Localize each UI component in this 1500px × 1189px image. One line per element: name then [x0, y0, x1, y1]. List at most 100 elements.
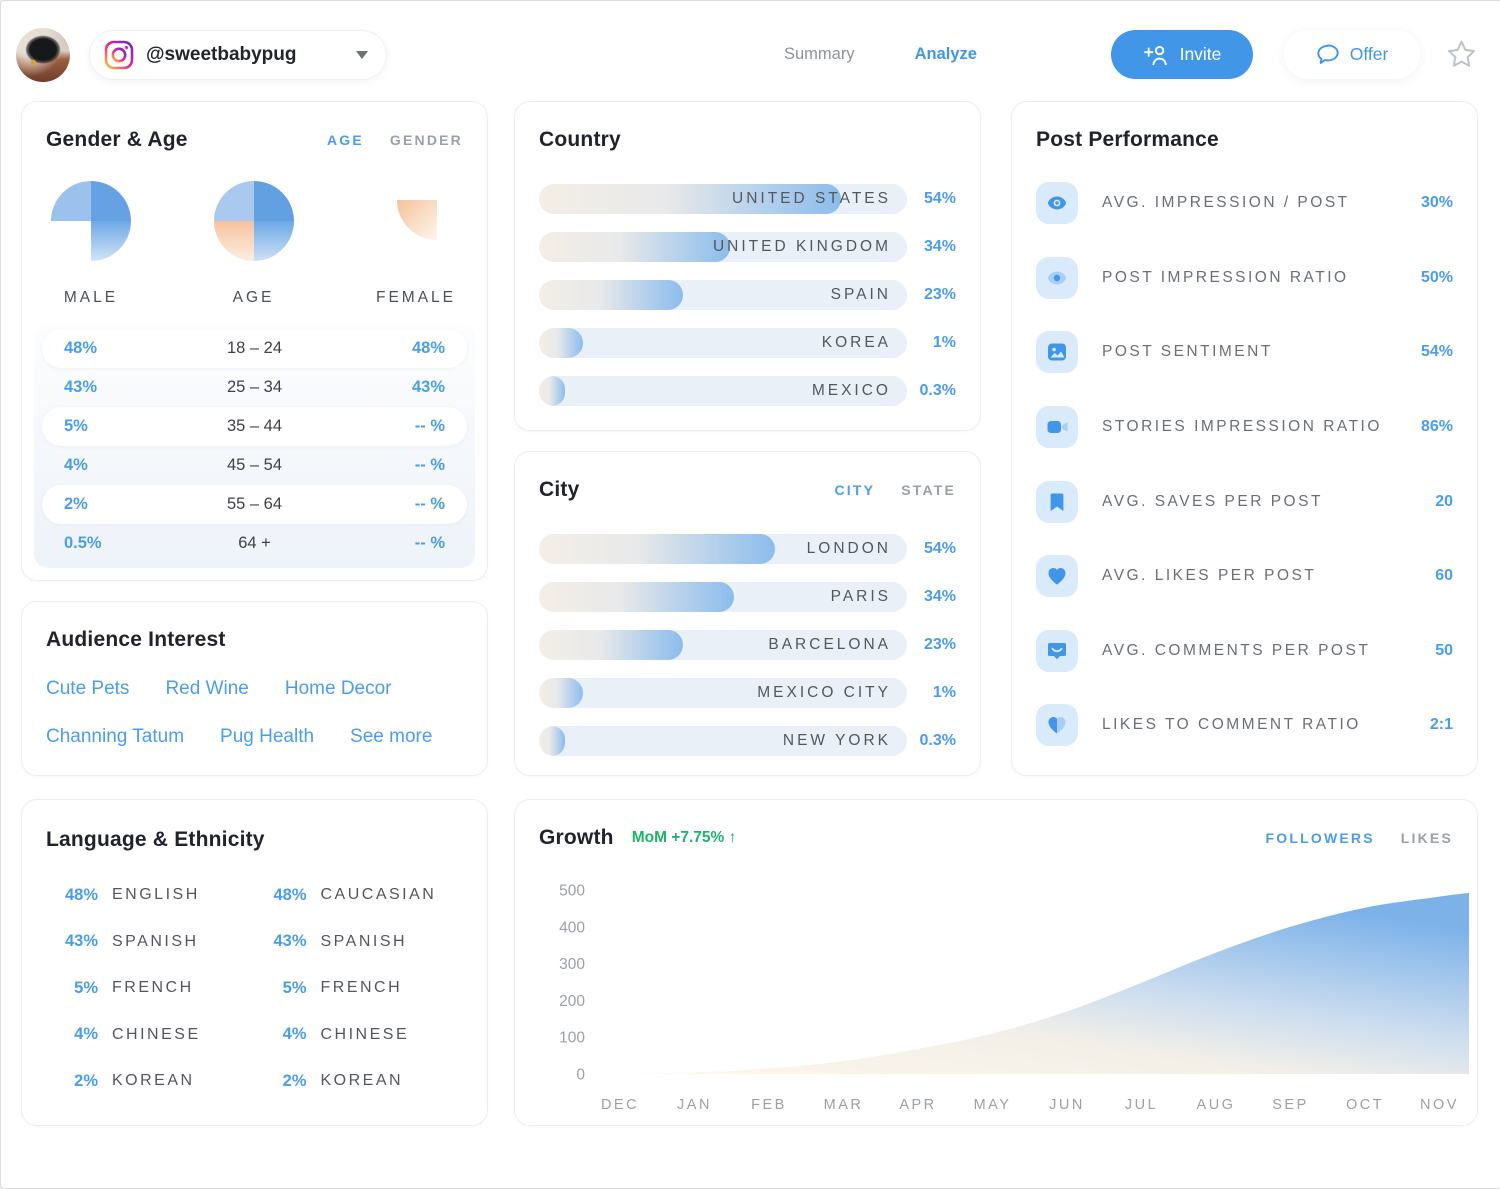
tab-analyze[interactable]: Analyze	[914, 45, 977, 63]
female-pie-label: FEMALE	[375, 289, 456, 306]
metric-row: AVG. IMPRESSION / POST 30%	[1036, 166, 1453, 241]
tab-followers[interactable]: FOLLOWERS	[1265, 830, 1375, 846]
y-axis-tick: 500	[559, 883, 585, 900]
heart-icon	[1036, 555, 1078, 598]
post-performance-card: Post Performance AVG. IMPRESSION / POST 3…	[1011, 101, 1478, 776]
tab-summary[interactable]: Summary	[784, 45, 855, 63]
y-axis-tick: 0	[576, 1067, 585, 1084]
offer-button[interactable]: Offer	[1284, 30, 1420, 79]
tab-state[interactable]: STATE	[901, 482, 956, 498]
bar-track: KOREA	[539, 328, 907, 358]
bar-fill	[539, 232, 731, 262]
metric-label: AVG. LIKES PER POST	[1102, 567, 1317, 585]
ethnicity-percentage: 5%	[282, 978, 307, 997]
age-range: 64 +	[238, 534, 271, 552]
tab-likes[interactable]: LIKES	[1400, 830, 1453, 846]
ethnicity-label: CAUCASIAN	[320, 886, 437, 904]
metric-label: AVG. IMPRESSION / POST	[1102, 194, 1350, 212]
bar-row: UNITED STATES 54%	[539, 184, 956, 214]
bar-row: NEW YORK 0.3%	[539, 726, 956, 756]
tab-gender[interactable]: GENDER	[389, 132, 463, 148]
likes-comment-heart-icon	[1036, 704, 1078, 747]
bar-row: MEXICO 0.3%	[539, 376, 956, 406]
language-label: SPANISH	[112, 932, 199, 950]
tab-age[interactable]: AGE	[326, 132, 364, 148]
metric-label: AVG. COMMENTS PER POST	[1102, 641, 1371, 659]
interest-link[interactable]: Pug Health	[220, 726, 315, 747]
bar-value: 54%	[923, 540, 956, 557]
interest-link[interactable]: See more	[350, 726, 433, 747]
metric-row: AVG. COMMENTS PER POST 50	[1036, 614, 1453, 689]
age-range: 18 – 24	[226, 339, 283, 357]
bar-row: BARCELONA 23%	[539, 630, 956, 660]
interest-link[interactable]: Red Wine	[165, 678, 249, 699]
metric-label: AVG. SAVES PER POST	[1102, 492, 1323, 510]
bar-label: SPAIN	[830, 286, 891, 303]
audience-interest-title: Audience Interest	[46, 628, 226, 651]
male-percentage: 48%	[64, 339, 98, 357]
bar-label: NEW YORK	[782, 732, 891, 749]
audience-interest-card: Audience Interest Cute Pets Red Wine Home …	[21, 601, 488, 776]
female-percentage: -- %	[414, 417, 445, 435]
impression-ratio-eye-icon	[1036, 256, 1078, 299]
followers-area-series	[587, 892, 1469, 1075]
bar-track: SPAIN	[539, 280, 907, 310]
top-navigation: Summary Analyze	[784, 45, 977, 64]
female-percentage: -- %	[414, 456, 445, 474]
favorite-star-icon[interactable]	[1445, 38, 1478, 76]
ethnicity-label: KOREAN	[320, 1072, 404, 1090]
account-selector[interactable]: @sweetbabypug	[89, 30, 387, 80]
male-pie-chart	[48, 178, 134, 269]
interest-row: Cute Pets Red Wine Home Decor	[46, 678, 463, 700]
language-ethnicity-title: Language & Ethnicity	[46, 828, 265, 851]
bar-fill	[539, 328, 584, 358]
chat-bubble-icon	[1316, 43, 1340, 66]
gender-age-title: Gender & Age	[46, 128, 188, 151]
bar-row: PARIS 34%	[539, 582, 956, 612]
metric-value: 2:1	[1429, 716, 1453, 734]
metric-row: LIKES TO COMMENT RATIO 2:1	[1036, 688, 1453, 763]
bar-row: KOREA 1%	[539, 328, 956, 358]
city-card: City CITY STATE LONDON 54% PARIS 34% BARCELO…	[514, 451, 981, 776]
interest-link[interactable]: Home Decor	[284, 678, 392, 699]
interest-link[interactable]: Channing Tatum	[46, 726, 185, 747]
interest-link[interactable]: Cute Pets	[46, 678, 130, 699]
post-performance-title: Post Performance	[1036, 128, 1219, 151]
x-axis-label: JUL	[1125, 1097, 1158, 1113]
x-axis-label: APR	[899, 1097, 936, 1113]
bar-label: UNITED KINGDOM	[712, 238, 891, 255]
bookmark-icon	[1036, 480, 1078, 523]
male-percentage: 2%	[64, 495, 88, 513]
invite-button[interactable]: Invite	[1111, 30, 1253, 79]
ethnicity-percentage: 48%	[273, 885, 307, 904]
bar-label: MEXICO CITY	[757, 684, 891, 701]
language-percentage: 48%	[64, 885, 98, 904]
bar-fill	[539, 534, 775, 564]
bar-row: UNITED KINGDOM 34%	[539, 232, 956, 262]
language-label: KOREAN	[112, 1072, 195, 1090]
bar-row: LONDON 54%	[539, 534, 956, 564]
bar-row: MEXICO CITY 1%	[539, 678, 956, 708]
bar-value: 54%	[923, 190, 956, 207]
metric-row: AVG. LIKES PER POST 60	[1036, 539, 1453, 614]
account-handle: @sweetbabypug	[146, 44, 297, 65]
bar-value: 23%	[923, 636, 956, 653]
language-label: CHINESE	[112, 1025, 201, 1043]
y-axis-tick: 100	[559, 1030, 585, 1047]
impressions-eye-icon	[1036, 182, 1078, 225]
y-axis-tick: 200	[559, 993, 585, 1010]
bar-track: PARIS	[539, 582, 907, 612]
bar-label: KOREA	[821, 334, 891, 351]
ethnicity-list: 48% CAUCASIAN 43% SPANISH 5% FRENCH 4% CHINESE 2…	[255, 872, 464, 1105]
ethnicity-label: CHINESE	[320, 1025, 410, 1043]
language-percentage: 43%	[64, 932, 98, 951]
bar-fill	[539, 280, 683, 310]
language-label: ENGLISH	[112, 886, 200, 904]
metric-value: 30%	[1420, 194, 1453, 212]
female-percentage: 43%	[411, 378, 445, 396]
tab-city[interactable]: CITY	[834, 482, 876, 498]
bar-label: PARIS	[830, 588, 891, 605]
list-item: 5% FRENCH	[46, 965, 255, 1012]
bar-track: NEW YORK	[539, 726, 907, 756]
country-bar-chart: UNITED STATES 54% UNITED KINGDOM 34% SPAIN 23…	[539, 184, 956, 406]
